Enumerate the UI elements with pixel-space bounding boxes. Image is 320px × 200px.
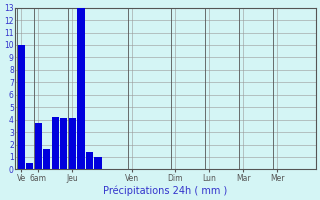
Bar xyxy=(69,118,76,169)
X-axis label: Précipitations 24h ( mm ): Précipitations 24h ( mm ) xyxy=(103,185,228,196)
Bar xyxy=(52,117,59,169)
Bar xyxy=(77,8,84,169)
Bar xyxy=(26,163,33,169)
Bar xyxy=(18,45,25,169)
Bar xyxy=(43,149,51,169)
Bar xyxy=(94,157,102,169)
Bar xyxy=(60,118,68,169)
Bar xyxy=(86,152,93,169)
Bar xyxy=(35,123,42,169)
